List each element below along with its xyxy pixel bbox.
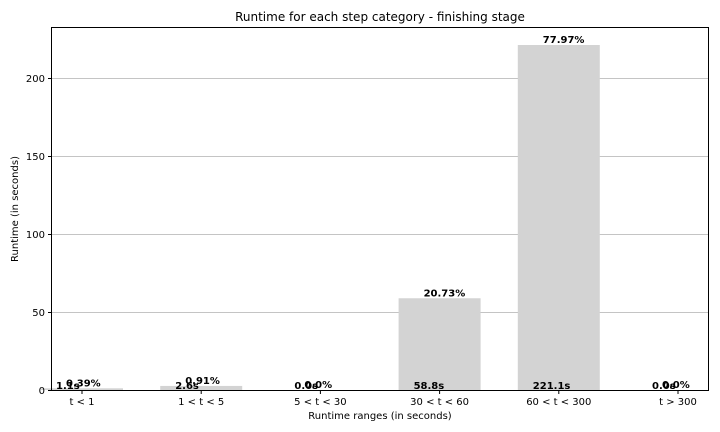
y-axis-ticks: 0 50 100 150 200 [26,74,52,397]
bar-series [41,45,600,391]
x-tick-label: t < 1 [69,397,94,408]
bar-value-label: 2.6s [175,381,199,392]
bar [398,298,481,390]
y-tick-label: 200 [26,74,45,85]
bar-value-label: 0.0s [652,381,676,392]
x-tick-label: 30 < t < 60 [410,397,469,408]
bar-percent-label: 0.0% [662,380,690,391]
bar-value-label: 58.8s [414,381,445,392]
x-tick-label: 5 < t < 30 [294,397,346,408]
bar-percent-label: 0.91% [185,376,220,387]
y-tick-label: 50 [32,308,45,319]
bar-value-label: 221.1s [533,381,571,392]
x-tick-label: t > 300 [659,397,697,408]
bar-percent-label: 0.0% [304,380,332,391]
y-tick-label: 0 [39,386,45,397]
bar [517,45,600,391]
y-tick-label: 100 [26,230,45,241]
plot-frame [51,27,709,391]
x-tick-label: 60 < t < 300 [526,397,591,408]
bar-percent-label: 77.97% [543,35,585,46]
bar-percent-label: 20.73% [424,288,466,299]
y-tick-label: 150 [26,152,45,163]
y-axis-label: Runtime (in seconds) [10,156,21,262]
bar [41,388,123,390]
bar-value-label: 0.0s [294,381,318,392]
chart-title: Runtime for each step category - finishi… [235,10,525,24]
bar-labels: 1.1s0.39% 2.6s0.91% 0.0s0.0% 58.8s20.73%221… [56,35,690,392]
y-gridlines [52,78,708,391]
x-tick-label: 1 < t < 5 [178,397,224,408]
bar-percent-label: 0.39% [66,378,101,389]
x-axis-ticks: t < 1 1 < t < 5 5 < t < 30 30 < t < 60 60 < … [69,390,697,408]
bar-value-label: 1.1s [56,381,80,392]
x-axis-label: Runtime ranges (in seconds) [308,411,451,422]
bar [160,385,243,390]
